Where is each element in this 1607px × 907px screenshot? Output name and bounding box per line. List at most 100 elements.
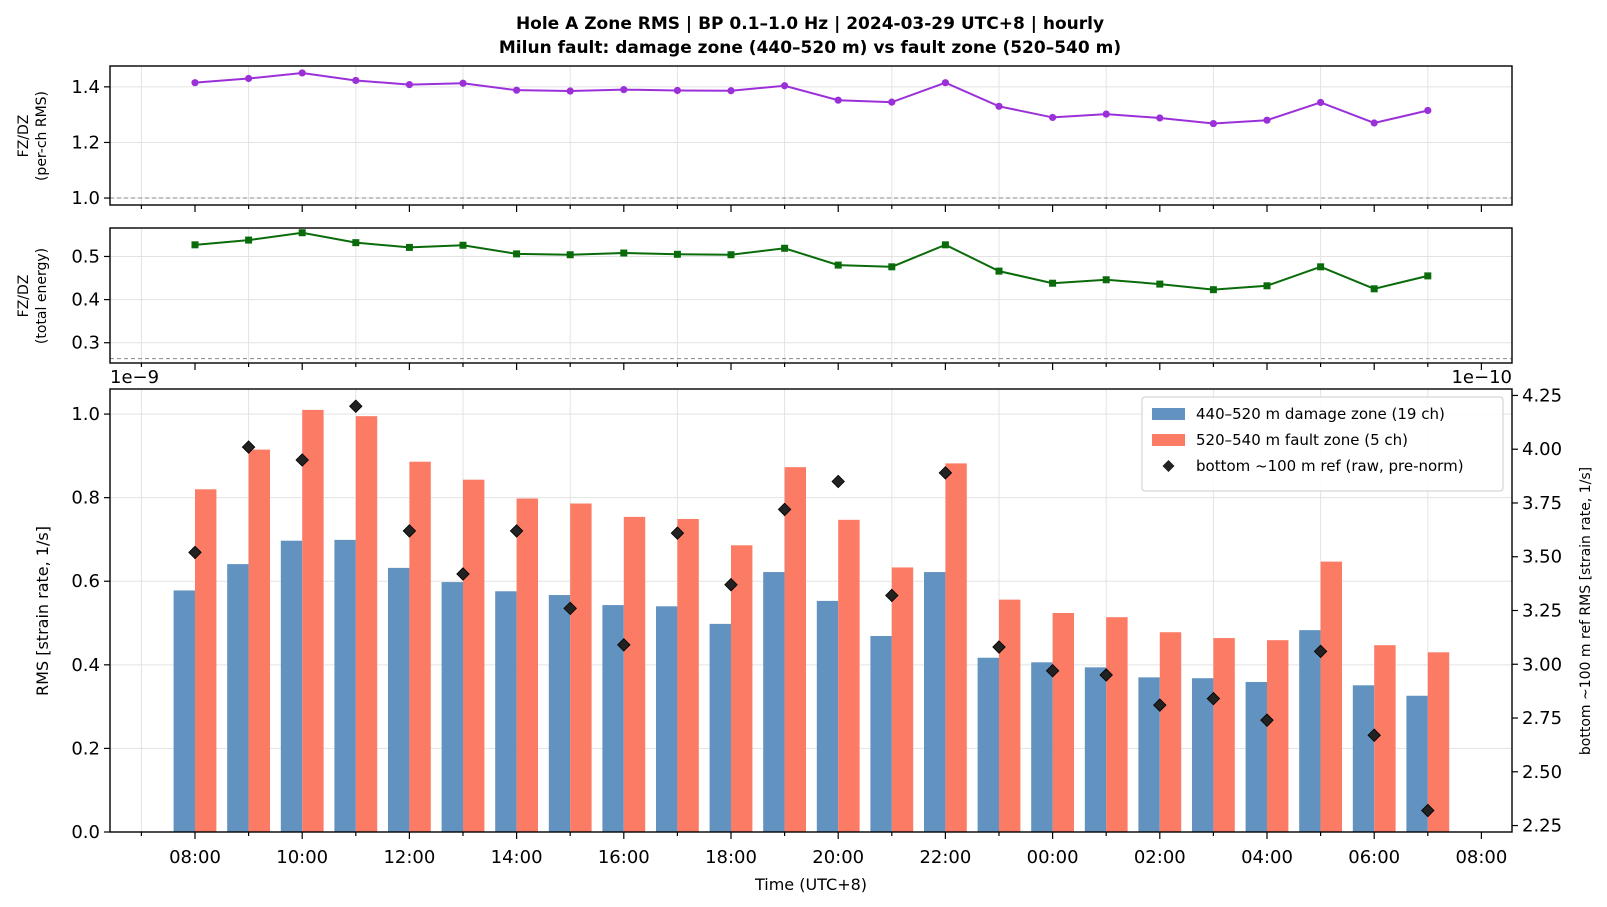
reference-marker bbox=[724, 577, 738, 592]
data-point bbox=[673, 86, 682, 95]
bar-damage-zone bbox=[1352, 685, 1375, 832]
reference-marker bbox=[938, 466, 953, 480]
bar-damage-zone bbox=[1245, 681, 1267, 832]
bar-damage-zone bbox=[227, 564, 249, 832]
bar-fault-zone bbox=[731, 545, 753, 832]
y-tick-label-right: 3.00 bbox=[1522, 654, 1562, 675]
reference-marker bbox=[617, 638, 631, 652]
legend-swatch-fault-zone bbox=[1152, 434, 1185, 446]
data-point bbox=[1424, 272, 1432, 280]
x-tick-label: 10:00 bbox=[276, 847, 328, 868]
y-tick-label: 1.0 bbox=[71, 404, 100, 425]
y-tick-label: 1.2 bbox=[71, 132, 100, 153]
reference-marker bbox=[295, 453, 309, 467]
bar-damage-zone bbox=[870, 635, 892, 832]
data-point bbox=[298, 69, 306, 77]
data-point bbox=[459, 79, 467, 87]
legend-label-fault-zone: 520–540 m fault zone (5 ch) bbox=[1196, 431, 1408, 449]
bar-fault-zone bbox=[1159, 632, 1182, 832]
title-line1: Hole A Zone RMS | BP 0.1–1.0 Hz | 2024-0… bbox=[516, 14, 1104, 34]
y-tick-label: 0.5 bbox=[71, 246, 100, 267]
data-point bbox=[1263, 282, 1271, 290]
middle-panel: 0.3 0.4 0.5 FZ/DZ (total energy) bbox=[16, 227, 1513, 370]
bar-fault-zone bbox=[623, 516, 646, 832]
bottom-ylabel: RMS [strain rate, 1/s] bbox=[33, 526, 52, 696]
data-point bbox=[1209, 286, 1217, 294]
data-point bbox=[245, 74, 253, 83]
reference-marker bbox=[670, 526, 685, 540]
y-tick-label: 0.3 bbox=[71, 333, 100, 354]
data-point bbox=[1317, 263, 1325, 271]
top-panel: 1.0 1.2 1.4 FZ/DZ (per-ch RMS) bbox=[16, 65, 1513, 212]
reference-marker bbox=[1367, 728, 1381, 742]
reference-marker bbox=[509, 524, 524, 538]
reference-marker bbox=[456, 567, 470, 581]
bar-damage-zone bbox=[763, 572, 785, 832]
bar-damage-zone bbox=[977, 657, 999, 832]
bar-fault-zone bbox=[516, 498, 538, 832]
legend-box bbox=[1141, 396, 1504, 492]
y-tick-label: 0.4 bbox=[71, 290, 100, 311]
data-point bbox=[1424, 106, 1432, 115]
data-point bbox=[566, 251, 574, 259]
reference-marker bbox=[1260, 713, 1274, 727]
bar-damage-zone bbox=[1084, 667, 1107, 832]
y-tick-label-right: 2.50 bbox=[1522, 762, 1562, 783]
data-point bbox=[459, 241, 467, 249]
bar-fault-zone bbox=[677, 518, 699, 832]
data-point bbox=[941, 79, 950, 87]
bar-damage-zone bbox=[602, 605, 624, 832]
bottom-ylabel-right: bottom ~100 m ref RMS [strain rate, 1/s] bbox=[1578, 467, 1594, 755]
y-tick-label-right: 2.75 bbox=[1522, 708, 1562, 729]
data-point bbox=[513, 86, 521, 94]
bar-damage-zone bbox=[173, 590, 195, 832]
bar-fault-zone bbox=[1374, 645, 1396, 832]
x-tick-label: 12:00 bbox=[383, 847, 435, 868]
bar-fault-zone bbox=[570, 503, 592, 832]
reference-marker bbox=[188, 545, 202, 560]
reference-marker bbox=[563, 601, 577, 616]
data-point bbox=[566, 87, 574, 95]
bottom-panel: 08:00 10:00 12:00 14:00 16:00 18:00 20:00 22:00… bbox=[33, 367, 1594, 894]
reference-marker bbox=[241, 440, 256, 454]
data-point bbox=[1102, 110, 1110, 118]
reference-marker bbox=[885, 588, 899, 603]
x-tick-label: 22:00 bbox=[919, 847, 971, 868]
reference-marker bbox=[402, 524, 417, 538]
reference-marker bbox=[831, 474, 845, 489]
bar-fault-zone bbox=[1052, 613, 1074, 832]
bar-fault-zone bbox=[248, 449, 270, 832]
bar-damage-zone bbox=[1299, 630, 1321, 832]
bar-fault-zone bbox=[945, 463, 967, 832]
bar-damage-zone bbox=[548, 595, 571, 832]
reference-marker bbox=[1206, 691, 1221, 706]
offset-label-left: 1e−9 bbox=[110, 367, 159, 388]
data-point bbox=[298, 229, 306, 237]
x-tick-label: 04:00 bbox=[1241, 847, 1293, 868]
data-point bbox=[1370, 119, 1378, 127]
reference-marker bbox=[349, 399, 363, 413]
data-point bbox=[995, 267, 1003, 275]
bar-damage-zone bbox=[1406, 695, 1428, 832]
series-line bbox=[194, 231, 1429, 291]
x-tick-label: 16:00 bbox=[598, 847, 650, 868]
data-point bbox=[1370, 285, 1378, 293]
data-point bbox=[1317, 98, 1325, 107]
bar-damage-zone bbox=[816, 600, 839, 832]
data-point bbox=[888, 98, 896, 106]
bar-fault-zone bbox=[355, 416, 378, 832]
legend: 440–520 m damage zone (19 ch) 520–540 m … bbox=[1141, 396, 1504, 492]
bar-fault-zone bbox=[784, 467, 806, 832]
legend-marker-reference bbox=[1162, 460, 1175, 472]
y-tick-label: 0.8 bbox=[71, 488, 100, 509]
data-point bbox=[781, 82, 789, 90]
offset-label-right: 1e−10 bbox=[1451, 367, 1512, 388]
data-point bbox=[245, 236, 253, 244]
data-point bbox=[1209, 119, 1217, 128]
data-point bbox=[405, 243, 413, 251]
bar-fault-zone bbox=[1320, 561, 1342, 832]
data-point bbox=[191, 241, 199, 249]
bar-fault-zone bbox=[1267, 640, 1289, 832]
data-point bbox=[888, 263, 896, 271]
bar-fault-zone bbox=[463, 479, 485, 832]
